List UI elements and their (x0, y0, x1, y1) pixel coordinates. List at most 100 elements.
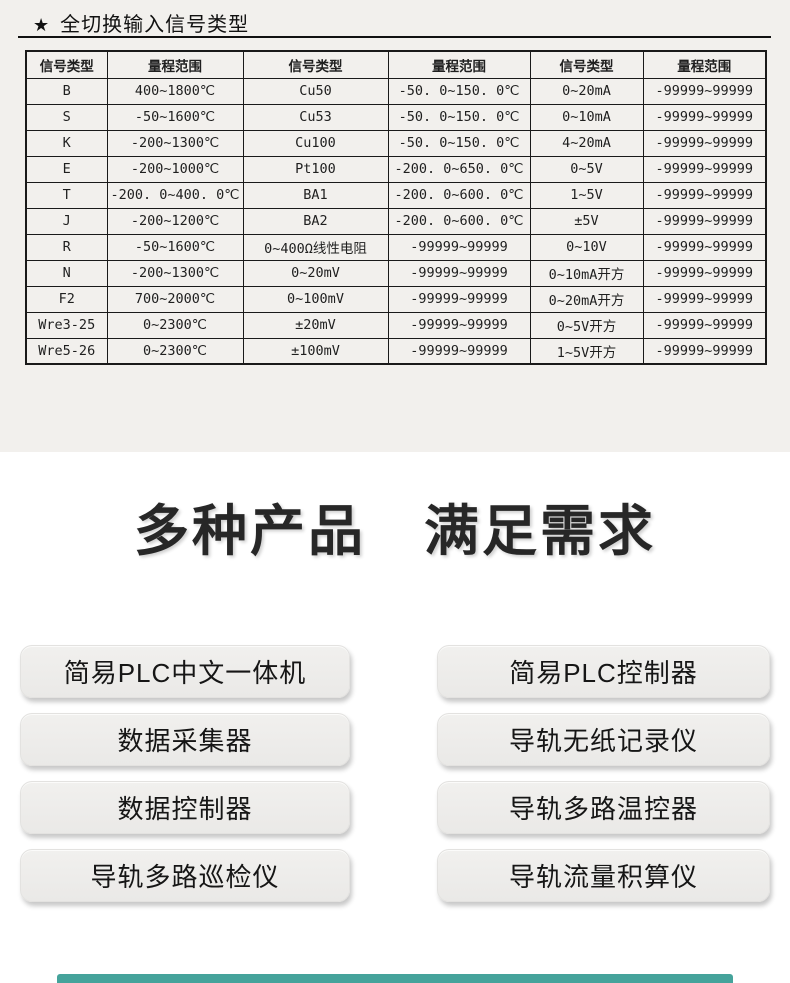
product-button[interactable]: 数据控制器 (20, 781, 350, 834)
table-cell: -50. 0~150. 0℃ (387, 77, 531, 105)
table-cell: -99999~99999 (642, 337, 767, 365)
table-cell: 700~2000℃ (106, 285, 244, 313)
table-cell: ±20mV (242, 311, 389, 339)
table-cell: -99999~99999 (642, 233, 767, 261)
table-cell: -200. 0~600. 0℃ (387, 181, 531, 209)
table-row: J -200~1200℃ BA2 -200. 0~600. 0℃ ±5V -99999~9… (25, 207, 767, 235)
table-row: R -50~1600℃ 0~400Ω线性电阻 -99999~99999 0~10V -99… (25, 233, 767, 261)
table-cell: -99999~99999 (387, 233, 531, 261)
table-row: B 400~1800℃ Cu50 -50. 0~150. 0℃ 0~20mA -99999… (25, 77, 767, 105)
column-header: 量程范围 (387, 50, 531, 79)
table-header-row: 信号类型 量程范围 信号类型 量程范围 信号类型 量程范围 (25, 50, 767, 79)
table-cell: -50~1600℃ (106, 103, 244, 131)
table-row: E -200~1000℃ Pt100 -200. 0~650. 0℃ 0~5V -9999… (25, 155, 767, 183)
table-cell: -200~1200℃ (106, 207, 244, 235)
product-button[interactable]: 简易PLC控制器 (437, 645, 770, 698)
table-cell: E (25, 155, 108, 183)
table-cell: 0~20mA (529, 77, 644, 105)
table-cell: BA2 (242, 207, 389, 235)
product-button[interactable]: 导轨无纸记录仪 (437, 713, 770, 766)
title-underline (18, 36, 771, 38)
table-cell: 4~20mA (529, 129, 644, 157)
column-header: 信号类型 (25, 50, 108, 79)
top-section: ★ 全切换输入信号类型 信号类型 量程范围 信号类型 量程范围 信号类型 量程范围… (0, 0, 790, 452)
table-row: Wre3-25 0~2300℃ ±20mV -99999~99999 0~5V开方 -99… (25, 311, 767, 339)
table-cell: S (25, 103, 108, 131)
table-cell: ±5V (529, 207, 644, 235)
column-header: 量程范围 (642, 50, 767, 79)
table-cell: -200~1000℃ (106, 155, 244, 183)
table-cell: Wre3-25 (25, 311, 108, 339)
column-header: 信号类型 (242, 50, 389, 79)
table-cell: -99999~99999 (642, 259, 767, 287)
table-cell: N (25, 259, 108, 287)
table-cell: ±100mV (242, 337, 389, 365)
product-button[interactable]: 导轨多路温控器 (437, 781, 770, 834)
table-cell: -200~1300℃ (106, 129, 244, 157)
table-cell: -50~1600℃ (106, 233, 244, 261)
table-cell: -99999~99999 (642, 285, 767, 313)
table-cell: 0~5V (529, 155, 644, 183)
table-cell: -99999~99999 (387, 337, 531, 365)
table-cell: 0~10mA (529, 103, 644, 131)
table-cell: -99999~99999 (387, 311, 531, 339)
table-cell: 0~2300℃ (106, 337, 244, 365)
table-cell: -99999~99999 (387, 285, 531, 313)
table-cell: J (25, 207, 108, 235)
product-button[interactable]: 导轨流量积算仪 (437, 849, 770, 902)
table-cell: Cu100 (242, 129, 389, 157)
table-cell: 0~2300℃ (106, 311, 244, 339)
table-row: F2 700~2000℃ 0~100mV -99999~99999 0~20mA开方 -9… (25, 285, 767, 313)
table-cell: -99999~99999 (642, 103, 767, 131)
table-cell: -50. 0~150. 0℃ (387, 103, 531, 131)
table-cell: -99999~99999 (642, 207, 767, 235)
table-cell: T (25, 181, 108, 209)
table-cell: 1~5V (529, 181, 644, 209)
table-cell: 0~5V开方 (529, 311, 644, 339)
table-row: K -200~1300℃ Cu100 -50. 0~150. 0℃ 4~20mA -999… (25, 129, 767, 157)
table-cell: -99999~99999 (642, 77, 767, 105)
table-cell: -200. 0~650. 0℃ (387, 155, 531, 183)
section-title-text: 全切换输入信号类型 (60, 14, 250, 36)
section-title: ★ 全切换输入信号类型 (33, 8, 249, 37)
table-cell: Pt100 (242, 155, 389, 183)
table-cell: -99999~99999 (642, 311, 767, 339)
table-row: T -200. 0~400. 0℃ BA1 -200. 0~600. 0℃ 1~5V -9… (25, 181, 767, 209)
table-cell: -200. 0~600. 0℃ (387, 207, 531, 235)
column-header: 信号类型 (529, 50, 644, 79)
table-cell: -200. 0~400. 0℃ (106, 181, 244, 209)
signal-type-table: 信号类型 量程范围 信号类型 量程范围 信号类型 量程范围 B 400~1800℃… (25, 50, 767, 365)
table-row: Wre5-26 0~2300℃ ±100mV -99999~99999 1~5V开方 -9… (25, 337, 767, 365)
product-col-left: 简易PLC中文一体机 数据采集器数据控制器导轨多路巡检仪 (20, 645, 350, 917)
table-cell: -99999~99999 (642, 155, 767, 183)
table-cell: Cu53 (242, 103, 389, 131)
column-header: 量程范围 (106, 50, 244, 79)
table-cell: -99999~99999 (387, 259, 531, 287)
table-cell: Cu50 (242, 77, 389, 105)
table-cell: R (25, 233, 108, 261)
bottom-accent-bar (57, 974, 733, 983)
table-cell: -200~1300℃ (106, 259, 244, 287)
table-cell: K (25, 129, 108, 157)
table-cell: 0~10V (529, 233, 644, 261)
table-cell: 0~400Ω线性电阻 (242, 233, 389, 261)
table-cell: -99999~99999 (642, 181, 767, 209)
product-button[interactable]: 简易PLC中文一体机 (20, 645, 350, 698)
product-col-right: 简易PLC控制器 导轨无纸记录仪 导轨多路温控器 导轨流量积算仪 (437, 645, 770, 917)
table-cell: 400~1800℃ (106, 77, 244, 105)
table-row: S -50~1600℃ Cu53 -50. 0~150. 0℃ 0~10mA -99999… (25, 103, 767, 131)
signal-table-body: B 400~1800℃ Cu50 -50. 0~150. 0℃ 0~20mA -99999… (25, 77, 767, 365)
table-cell: -99999~99999 (642, 129, 767, 157)
table-cell: B (25, 77, 108, 105)
table-cell: 0~100mV (242, 285, 389, 313)
table-cell: -50. 0~150. 0℃ (387, 129, 531, 157)
star-icon: ★ (33, 15, 51, 35)
product-button[interactable]: 数据采集器 (20, 713, 350, 766)
table-row: N -200~1300℃ 0~20mV -99999~99999 0~10mA开方 -99… (25, 259, 767, 287)
table-cell: Wre5-26 (25, 337, 108, 365)
table-cell: 0~20mA开方 (529, 285, 644, 313)
table-cell: F2 (25, 285, 108, 313)
table-cell: BA1 (242, 181, 389, 209)
table-cell: 1~5V开方 (529, 337, 644, 365)
product-button[interactable]: 导轨多路巡检仪 (20, 849, 350, 902)
